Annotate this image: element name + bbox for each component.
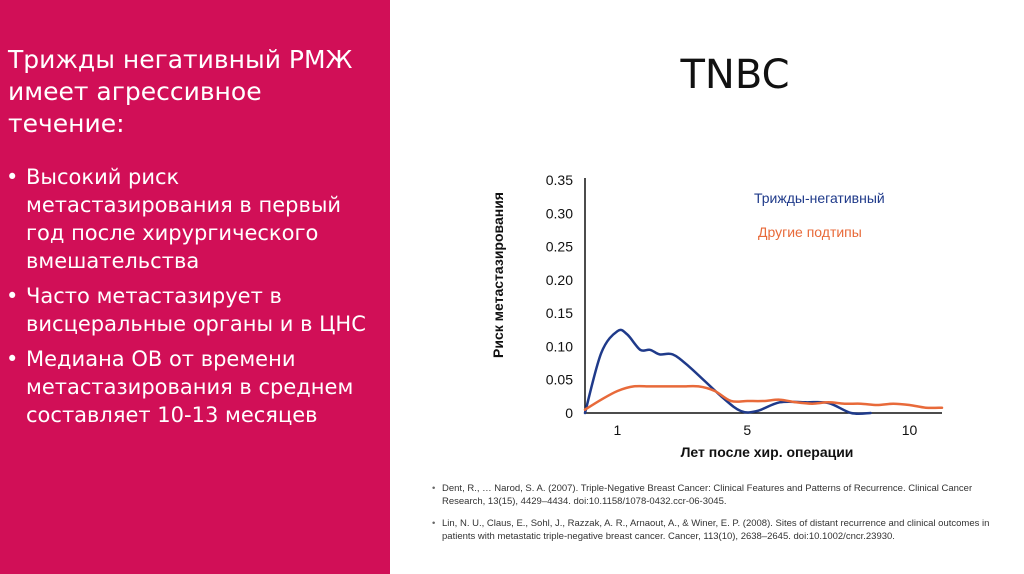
x-axis-label: Лет после хир. операции [681,444,854,460]
bullet-text: Высокий риск метастазирования в первый г… [26,165,342,273]
y-tick-label: 0.10 [546,338,573,354]
chart-ticks: 0 0.05 0.10 0.15 0.20 0.25 0.30 0.35 1 5 10 [546,172,918,438]
reference-item: • Lin, N. U., Claus, E., Sohl, J., Razza… [432,517,1012,543]
metastasis-risk-chart: Риск метастазирования Лет после хир. опе… [490,172,944,460]
y-tick-label: 0.15 [546,305,573,321]
reference-marker: • [432,483,436,494]
series-line-tnbc [583,328,872,415]
y-tick-label: 0.05 [546,372,573,388]
bullet-list: • Высокий риск метастазирования в первый… [6,163,386,436]
left-panel: Трижды негативный РМЖ имеет агрессивное … [0,0,390,574]
chart-series [583,328,944,415]
references: • Dent, R., … Narod, S. A. (2007). Tripl… [432,482,1012,552]
x-tick-label: 10 [902,422,918,438]
chart-axes [584,178,942,414]
x-tick-label: 1 [614,422,622,438]
legend-label-tnbc: Трижды-негативный [754,190,885,206]
reference-item: • Dent, R., … Narod, S. A. (2007). Tripl… [432,482,1012,508]
chart-title: TNBC [680,52,790,98]
y-tick-label: 0.30 [546,205,573,221]
legend-label-other: Другие подтипы [758,224,862,240]
bullet-item: • Часто метастазирует в висцеральные орг… [6,282,386,338]
y-axis-label: Риск метастазирования [490,192,506,358]
bullet-item: • Высокий риск метастазирования в первый… [6,163,386,275]
x-tick-label: 5 [743,422,751,438]
bullet-marker: • [6,284,19,308]
bullet-marker: • [6,165,19,189]
y-tick-label: 0.20 [546,272,573,288]
slide-heading: Трижды негативный РМЖ имеет агрессивное … [8,45,353,138]
bullet-item: • Медиана ОВ от времени метастазирования… [6,345,386,429]
series-line-other [583,384,944,411]
bullet-text: Медиана ОВ от времени метастазирования в… [26,347,354,427]
reference-marker: • [432,518,436,529]
reference-text: Lin, N. U., Claus, E., Sohl, J., Razzak,… [442,518,990,542]
bullet-text: Часто метастазирует в висцеральные орган… [26,284,366,336]
y-tick-label: 0.25 [546,239,573,255]
bullet-marker: • [6,347,19,371]
y-tick-label: 0.35 [546,172,573,188]
y-tick-label: 0 [565,405,573,421]
reference-text: Dent, R., … Narod, S. A. (2007). Triple-… [442,483,973,507]
